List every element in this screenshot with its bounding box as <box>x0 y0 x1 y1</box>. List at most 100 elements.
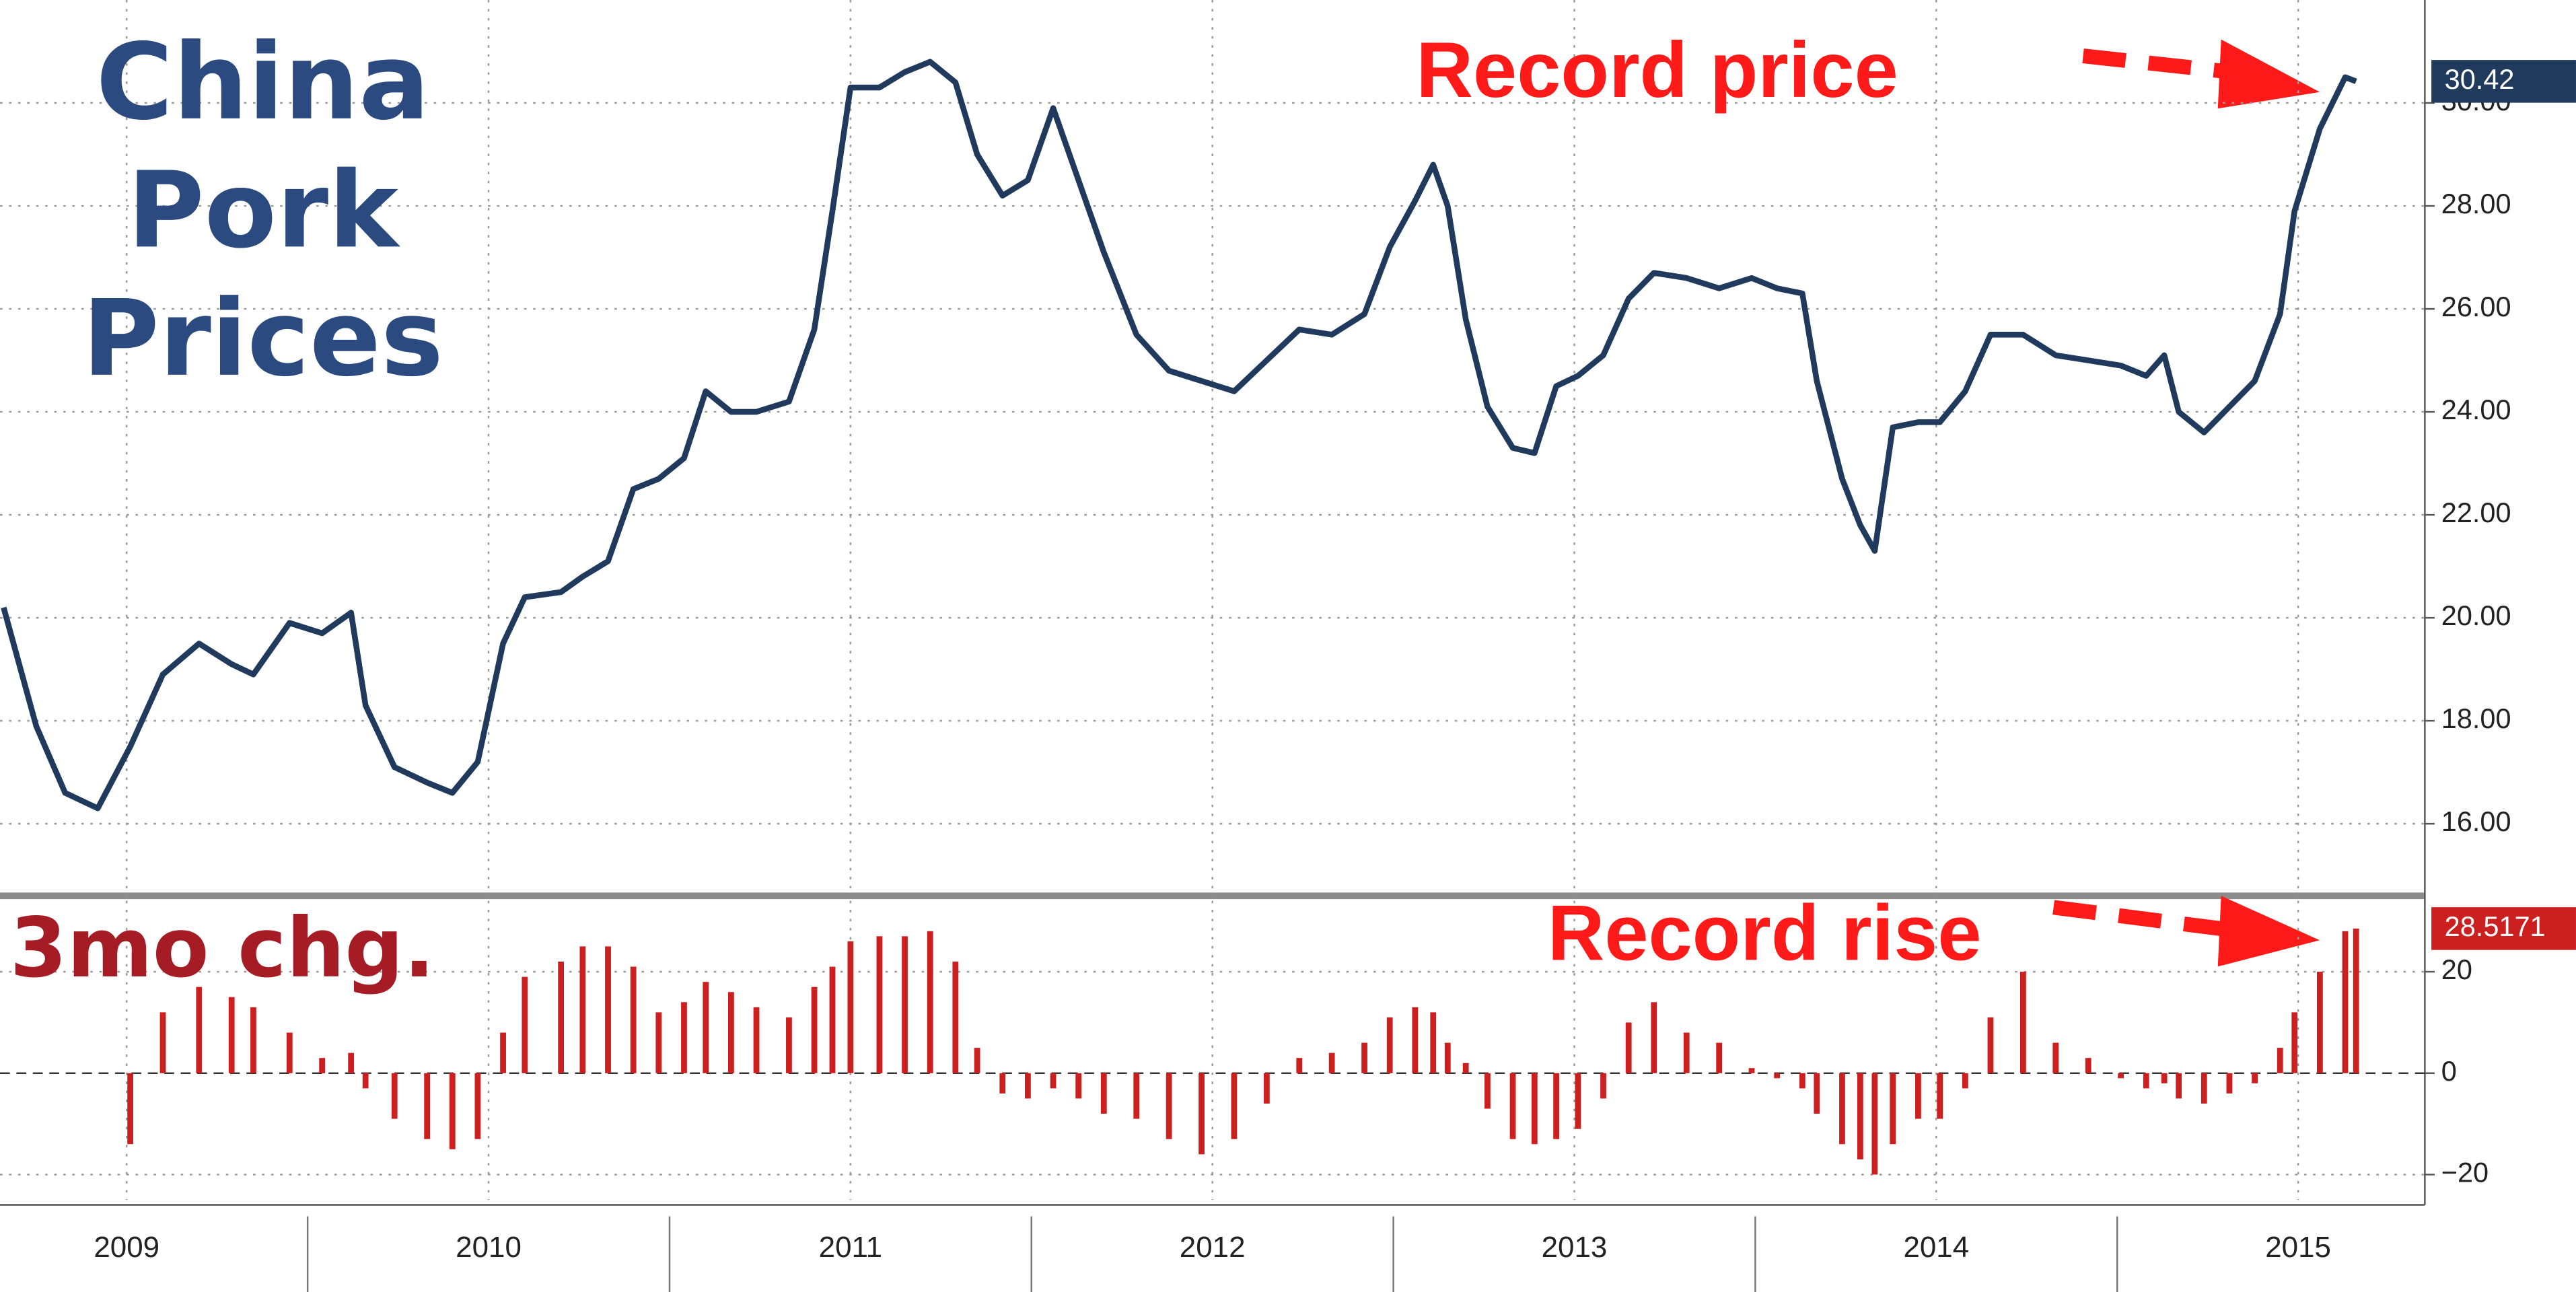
bar <box>655 1012 662 1073</box>
bar <box>630 966 637 1073</box>
bar <box>1531 1073 1538 1145</box>
y-tick-label: 26.00 <box>2441 291 2511 322</box>
bar <box>786 1017 792 1073</box>
chart-title: China Pork Prices <box>82 23 443 402</box>
bar <box>1296 1058 1303 1073</box>
bar <box>2277 1048 2283 1073</box>
price-line <box>1 59 2357 812</box>
bar <box>1509 1073 1516 1139</box>
bar <box>1430 1012 1437 1073</box>
x-tick-label: 2010 <box>456 1231 522 1264</box>
bar <box>424 1073 431 1139</box>
bar <box>902 936 908 1073</box>
bar <box>1774 1073 1781 1079</box>
bar <box>2226 1073 2233 1093</box>
bar <box>2143 1073 2149 1089</box>
arrow-shaft <box>2082 48 2235 80</box>
bar <box>2342 931 2349 1073</box>
bar <box>250 1007 256 1073</box>
bar <box>1133 1073 1140 1119</box>
bar <box>1716 1042 1723 1073</box>
arrow-shaft <box>2052 900 2235 938</box>
x-tick-label: 2014 <box>1903 1231 1969 1264</box>
value-tag-label: 30.42 <box>2445 63 2515 95</box>
bar <box>1386 1017 1393 1073</box>
bar <box>1890 1073 1896 1145</box>
panel-title: 3mo chg. <box>9 900 435 997</box>
bar <box>2019 972 2026 1073</box>
bar <box>974 1048 980 1073</box>
bar <box>1484 1073 1491 1109</box>
bar <box>1024 1073 1031 1099</box>
bar <box>1683 1032 1690 1073</box>
bar <box>1937 1073 1943 1119</box>
x-tick-label: 2011 <box>819 1231 882 1264</box>
bar <box>927 931 933 1073</box>
y-tick-label: 18.00 <box>2441 703 2511 734</box>
bar <box>228 997 235 1073</box>
bar <box>474 1073 481 1139</box>
bar <box>391 1073 398 1119</box>
bar <box>999 1073 1006 1093</box>
x-tick-label: 2012 <box>1180 1231 1246 1264</box>
bar <box>1231 1073 1238 1139</box>
bar <box>1462 1063 1469 1073</box>
bar <box>1962 1073 1968 1089</box>
y-tick-label: 20.00 <box>2441 600 2511 631</box>
x-tick-label: 2015 <box>2265 1231 2331 1264</box>
bar <box>449 1073 456 1149</box>
bar <box>1263 1073 1270 1104</box>
arrow-rise <box>2052 896 2320 967</box>
x-tick-label: 2013 <box>1542 1231 1608 1264</box>
bar <box>1987 1017 1994 1073</box>
bar <box>1600 1073 1606 1099</box>
bar <box>1553 1073 1559 1139</box>
bar <box>2252 1073 2258 1083</box>
bar <box>2201 1073 2207 1104</box>
bar <box>579 946 586 1073</box>
y-tick-label: 28.00 <box>2441 188 2511 219</box>
y-tick-label: 0 <box>2441 1055 2457 1087</box>
bar <box>1857 1073 1863 1159</box>
bar <box>2085 1058 2091 1073</box>
bar <box>681 1002 687 1073</box>
bar <box>1361 1042 1367 1073</box>
bar <box>1575 1073 1581 1129</box>
bar <box>2176 1073 2182 1099</box>
bar <box>2052 1042 2059 1073</box>
bar <box>362 1073 369 1089</box>
bar <box>1799 1073 1805 1089</box>
y-tick-label: 20 <box>2441 954 2472 985</box>
bar <box>2316 972 2323 1073</box>
bar <box>348 1052 355 1073</box>
bar <box>1075 1073 1082 1099</box>
bar <box>500 1032 506 1073</box>
bar <box>196 986 203 1073</box>
arrow-price <box>2082 39 2320 109</box>
value-tag-label: 28.5171 <box>2445 910 2546 942</box>
bar <box>522 976 528 1073</box>
annotation: Record rise <box>1547 890 1982 978</box>
bar <box>703 982 709 1073</box>
bar <box>1748 1068 1755 1073</box>
y-tick-label: 24.00 <box>2441 394 2511 425</box>
bar <box>829 966 836 1073</box>
bar <box>127 1073 134 1145</box>
bar <box>1198 1073 1205 1155</box>
bar <box>2161 1073 2168 1083</box>
bar <box>2291 1012 2298 1073</box>
bar <box>1871 1073 1878 1175</box>
bar <box>605 946 611 1073</box>
bar <box>1625 1022 1632 1073</box>
bar <box>1814 1073 1820 1114</box>
bar <box>1651 1002 1657 1073</box>
y-tick-label: 16.00 <box>2441 805 2511 837</box>
bar <box>847 941 854 1073</box>
bar <box>727 992 734 1073</box>
arrow-head <box>2217 896 2320 967</box>
bar <box>2353 928 2359 1073</box>
y-tick-label: −20 <box>2441 1156 2489 1188</box>
bar <box>1915 1073 1921 1119</box>
